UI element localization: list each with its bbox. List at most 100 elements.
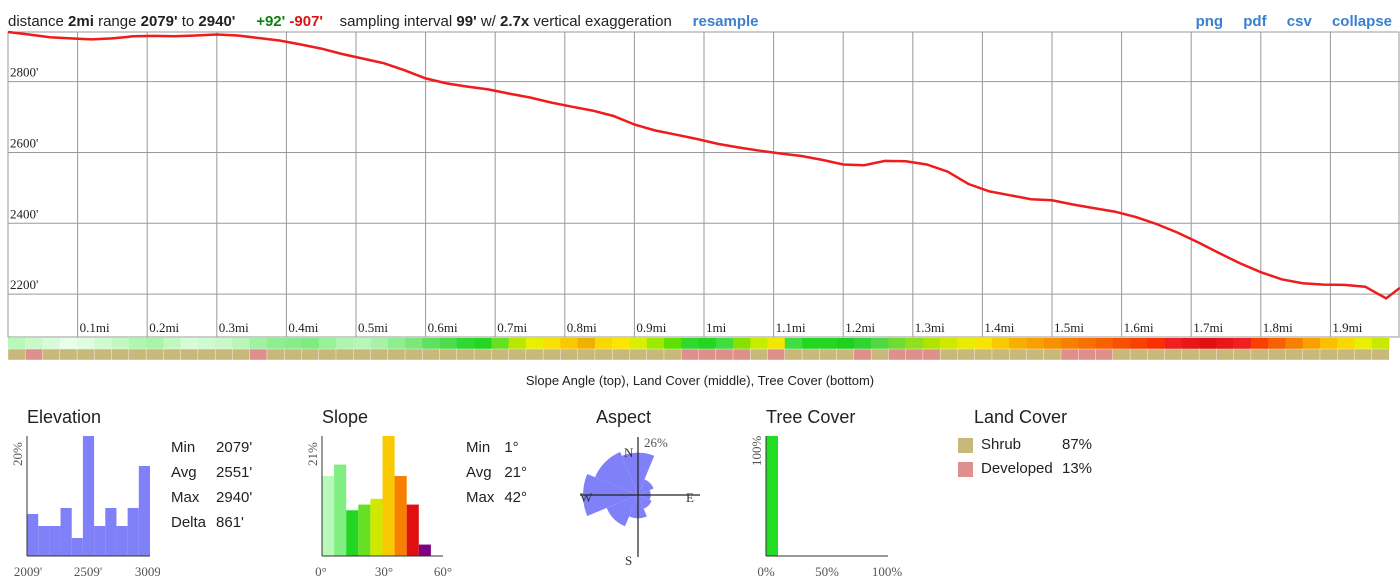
- slope-strip-cell: [491, 338, 509, 349]
- landcover-strip-cell: [42, 348, 61, 361]
- slope-max-label: Max: [466, 489, 495, 506]
- histogram-x-tick-label: 30°: [375, 564, 393, 579]
- slope-strip-cell: [1250, 338, 1269, 349]
- slope-strip-cell: [560, 338, 578, 349]
- elev-delta-label: Delta: [171, 514, 207, 531]
- slope-strip-cell: [111, 338, 130, 349]
- landcover-strip-cell: [870, 348, 889, 361]
- csv-link[interactable]: csv: [1286, 13, 1312, 30]
- elevation-loss: -907': [289, 13, 323, 30]
- landcover-strip-cell: [335, 348, 354, 361]
- histogram-x-tick-label: 50%: [815, 564, 839, 579]
- landcover-strip-cell: [180, 348, 199, 361]
- landcover-strip-cell: [284, 348, 302, 361]
- landcover-strip-cell: [163, 348, 182, 361]
- landcover-strip-cell: [629, 348, 648, 361]
- histogram-bar: [382, 436, 395, 556]
- landcover-strip-cell: [974, 348, 993, 361]
- slope-strip-cell: [905, 338, 924, 349]
- histogram-bar: [116, 526, 128, 556]
- landcover-strip-cell: [1026, 348, 1045, 361]
- landcover-strip-cell: [1078, 348, 1097, 361]
- aspect-sector: [606, 495, 638, 527]
- slope-strip-cell: [215, 338, 233, 349]
- landcover-strip-cell: [59, 348, 78, 361]
- histogram-bar: [94, 526, 106, 556]
- landcover-strip-cell: [76, 348, 95, 361]
- aspect-direction-label: E: [686, 490, 694, 505]
- landcover-strip-cell: [905, 348, 924, 361]
- landcover-strip-cell: [128, 348, 147, 361]
- slope-strip-cell: [663, 338, 682, 349]
- slope-strip-cell: [802, 338, 820, 349]
- landcover-strip-cell: [491, 348, 510, 361]
- slope-panel-title: Slope: [322, 407, 369, 427]
- pdf-link[interactable]: pdf: [1243, 13, 1267, 30]
- profile-x-tick-label: 0.6mi: [428, 320, 458, 335]
- landcover-strip-cell: [888, 348, 907, 361]
- histogram-bar: [766, 436, 778, 556]
- landcover-strip-cell: [542, 348, 561, 361]
- histogram-x-tick-label: 3009': [135, 564, 160, 579]
- slope-strip-cell: [1216, 338, 1234, 349]
- slope-strip-cell: [180, 338, 199, 349]
- landcover-strip-cell: [508, 348, 527, 361]
- landcover-strip-cell: [353, 348, 372, 361]
- landcover-strip-cell: [611, 348, 630, 361]
- landcover-strip-cell: [111, 348, 130, 361]
- histogram-y-label: 100%: [749, 436, 764, 467]
- range-label: range: [98, 13, 137, 30]
- tree-cover-histogram: 100% 0% 50% 100%: [749, 436, 902, 580]
- landcover-strip-cell: [1198, 348, 1217, 361]
- landcover-strip-cell: [560, 348, 579, 361]
- histogram-bar: [82, 436, 95, 556]
- landcover-strip-cell: [318, 348, 337, 361]
- elevation-histogram: 20% 2009' 2509' 3009': [10, 436, 160, 579]
- slope-strip-cell: [646, 338, 665, 349]
- resample-link[interactable]: resample: [692, 13, 759, 30]
- slope-strip: [8, 338, 1390, 349]
- histogram-bar: [71, 538, 83, 556]
- landcover-strip-cell: [715, 348, 734, 361]
- slope-strip-cell: [629, 338, 648, 349]
- developed-value: 13%: [1062, 460, 1093, 477]
- slope-strip-cell: [370, 338, 389, 349]
- histogram-bar: [27, 514, 39, 556]
- profile-x-tick-label: 0.5mi: [358, 320, 388, 335]
- slope-strip-cell: [1112, 338, 1131, 349]
- profile-y-tick-label: 2800': [10, 65, 38, 80]
- landcover-strip-cell: [456, 348, 475, 361]
- landcover-strip-cell: [525, 348, 544, 361]
- landcover-strip-cell: [1060, 348, 1079, 361]
- slope-strip-cell: [77, 338, 95, 349]
- slope-strip-cell: [922, 338, 941, 349]
- aspect-sector: [595, 452, 638, 495]
- slope-strip-cell: [1199, 338, 1217, 349]
- profile-grid: [7, 31, 1400, 338]
- profile-x-tick-label: 0.1mi: [80, 320, 110, 335]
- slope-avg-value: 21°: [504, 464, 528, 481]
- landcover-strip-cell: [249, 348, 268, 361]
- collapse-link[interactable]: collapse: [1331, 13, 1392, 30]
- slope-strip-cell: [836, 338, 855, 349]
- histogram-bar: [60, 508, 72, 556]
- histogram-y-label: 20%: [10, 442, 25, 466]
- profile-x-tick-label: 1.8mi: [1263, 320, 1293, 335]
- landcover-strip-cell: [1181, 348, 1200, 361]
- histogram-x-tick-label: 60°: [434, 564, 452, 579]
- landcover-strip-cell: [1354, 348, 1373, 361]
- elevation-gain: +92': [256, 13, 286, 30]
- landcover-strip-cell: [1319, 348, 1338, 361]
- landcover-strip-cell: [1043, 348, 1062, 361]
- elevation-profile-line: [7, 30, 1400, 300]
- elev-delta-value: 861': [216, 514, 244, 531]
- landcover-strip-cell: [1112, 348, 1131, 361]
- landcover-strip-cell: [663, 348, 682, 361]
- slope-strip-cell: [940, 338, 958, 349]
- aspect-sector: [638, 479, 654, 495]
- histogram-x-tick-label: 0%: [757, 564, 775, 579]
- png-link[interactable]: png: [1195, 13, 1224, 30]
- elevation-profile-chart: 2800' 2600' 2400' 2200' 0.1mi 0.2mi 0.3mi 0.4m…: [7, 30, 1400, 361]
- elev-max-value: 2940': [216, 489, 253, 506]
- slope-strip-cell: [974, 338, 993, 349]
